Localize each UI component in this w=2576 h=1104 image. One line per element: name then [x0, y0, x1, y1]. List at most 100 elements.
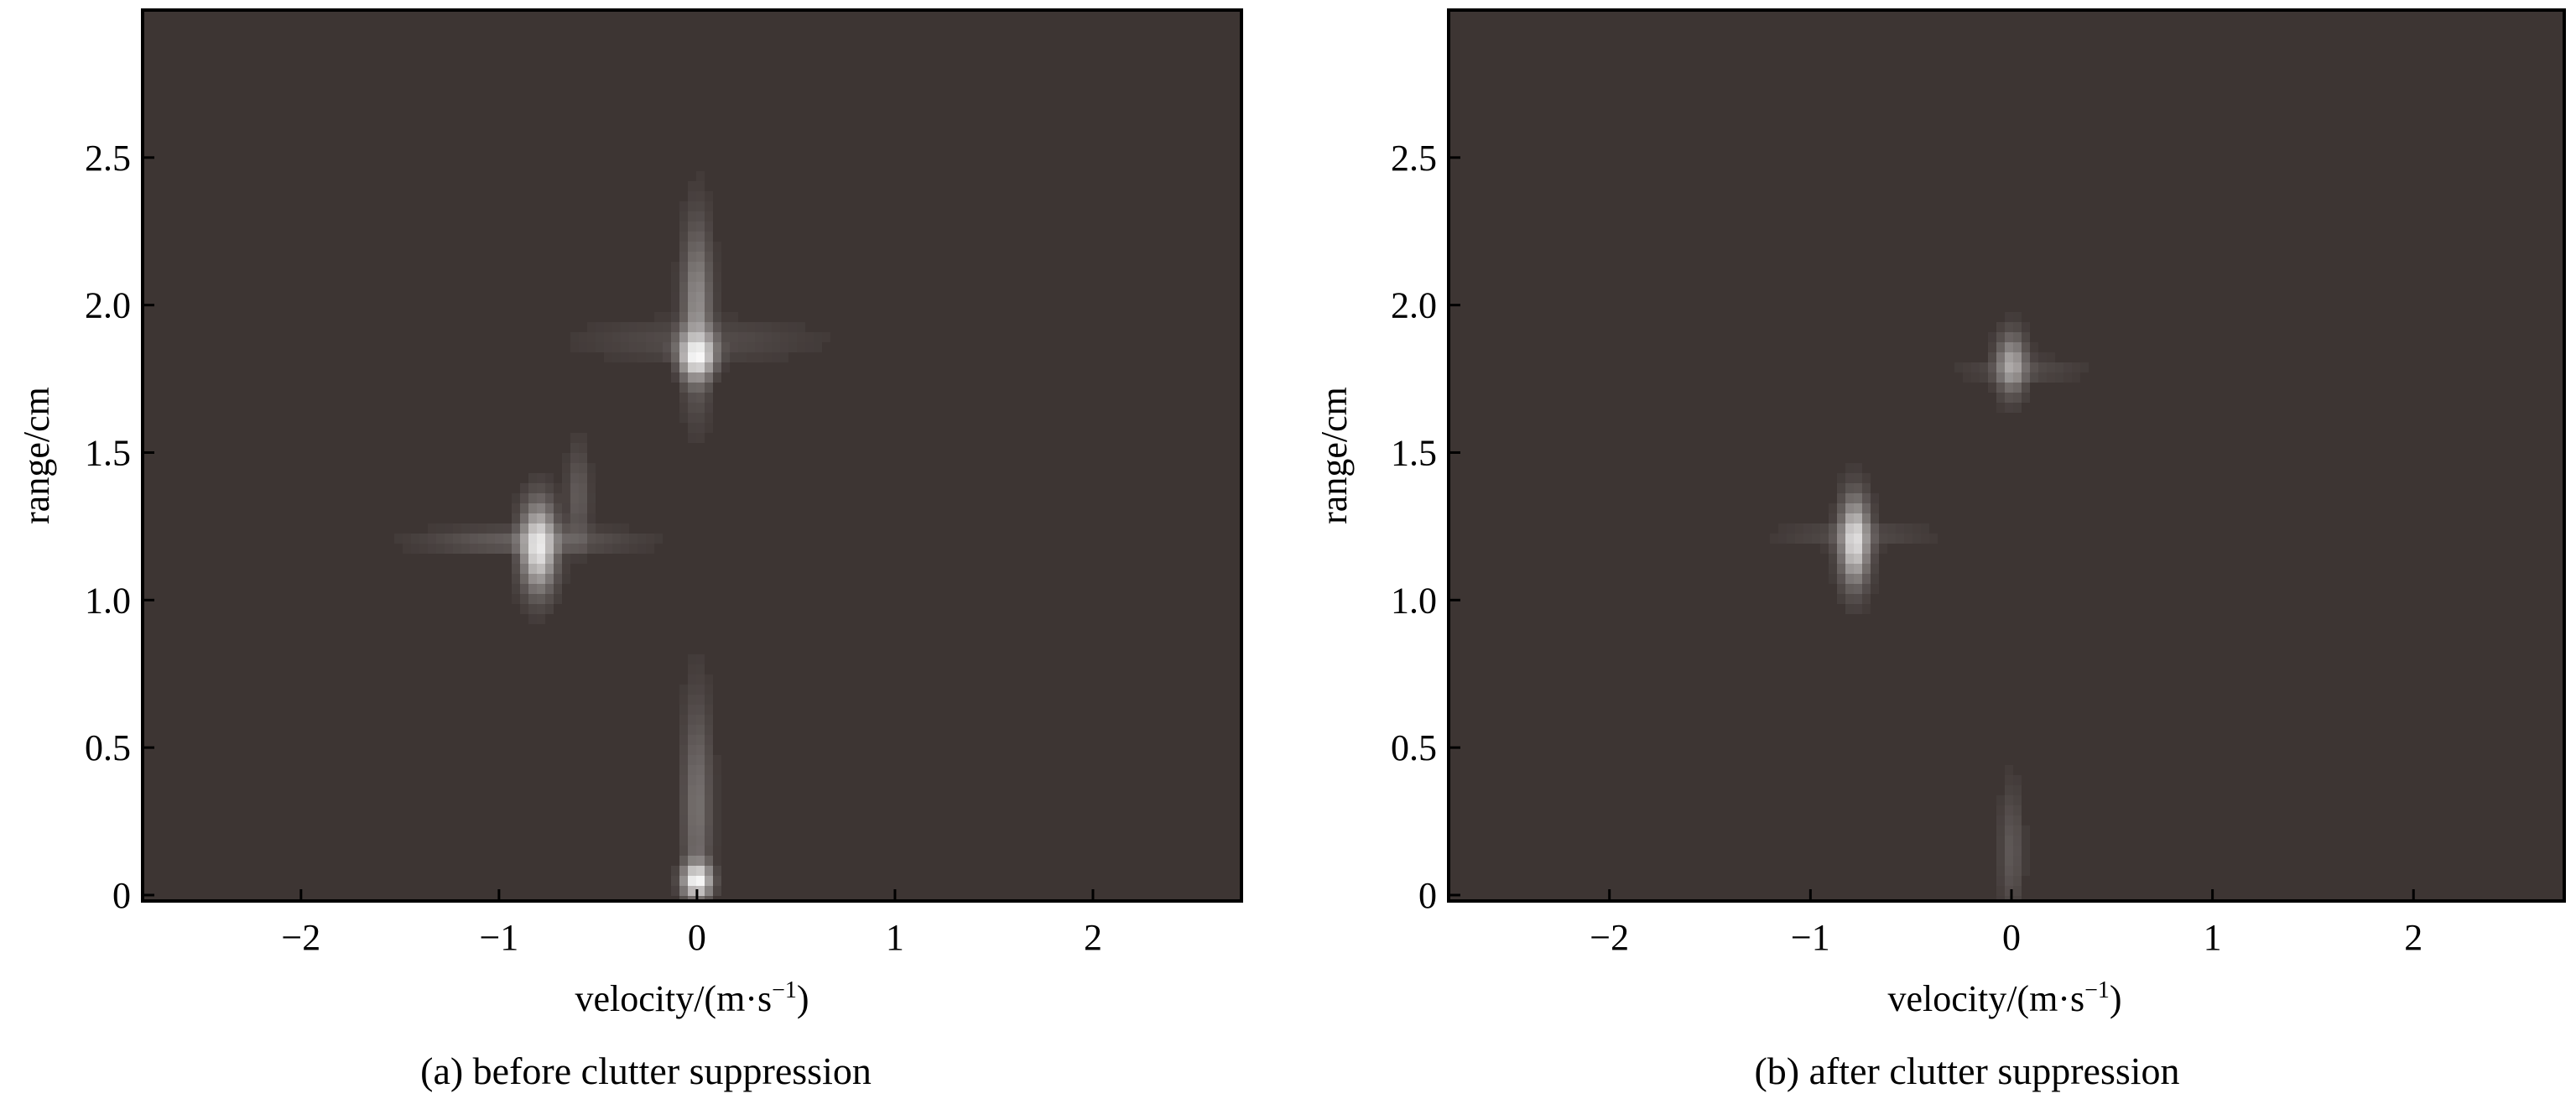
heat-cell	[579, 503, 587, 513]
y-tick-label: 2.5	[1391, 138, 1437, 179]
heat-cell	[646, 352, 654, 362]
heat-cell	[570, 523, 579, 534]
heat-cell	[419, 534, 428, 544]
heat-cell	[537, 534, 545, 544]
heat-cell	[520, 483, 528, 493]
heat-cell	[780, 332, 788, 342]
heat-cell	[528, 534, 537, 544]
y-axis-label: range/cm	[16, 387, 57, 524]
heat-cell	[612, 523, 621, 534]
heat-cell	[688, 815, 696, 825]
heat-cell	[696, 866, 705, 876]
heat-cell	[596, 523, 604, 534]
heat-cell	[1996, 815, 2005, 825]
heat-cell	[562, 564, 570, 574]
heat-cell	[419, 544, 428, 554]
heat-cell	[554, 493, 562, 503]
heat-cell	[629, 352, 637, 362]
heat-cell	[788, 332, 797, 342]
heat-cell	[570, 332, 579, 342]
heat-cell	[1845, 473, 1854, 483]
heat-cell	[587, 534, 596, 544]
heat-cell	[688, 805, 696, 815]
heat-cell	[1862, 604, 1871, 614]
heat-cell	[696, 332, 705, 342]
y-tick-label: 0	[1418, 875, 1437, 916]
heat-cell	[705, 805, 713, 815]
heat-cell	[721, 352, 730, 362]
heat-cell	[688, 886, 696, 896]
heat-cell	[596, 544, 604, 554]
heat-cell	[1988, 362, 1996, 372]
heat-cell	[461, 523, 470, 534]
heat-cell	[646, 544, 654, 554]
heat-cell	[679, 765, 688, 775]
heat-cell	[705, 211, 713, 221]
heat-cell	[1829, 564, 1837, 574]
heat-cell	[705, 685, 713, 695]
heat-cell	[562, 534, 570, 544]
x-tick-label: −1	[479, 917, 518, 958]
heat-cell	[705, 262, 713, 272]
heat-cell	[730, 312, 738, 322]
heat-cell	[688, 282, 696, 292]
heat-cell	[1996, 342, 2005, 352]
heat-cell	[713, 312, 721, 322]
heat-cell	[520, 544, 528, 554]
heat-cell	[554, 544, 562, 554]
heat-cell	[688, 866, 696, 876]
heat-cell	[2013, 352, 2022, 362]
heat-cell	[528, 544, 537, 554]
heat-cell	[679, 332, 688, 342]
heat-cell	[679, 725, 688, 735]
heat-cell	[1996, 393, 2005, 403]
heat-cell	[696, 846, 705, 856]
heat-cell	[545, 544, 554, 554]
heat-cell	[520, 503, 528, 513]
heat-cell	[403, 534, 411, 544]
heat-cell	[520, 544, 528, 554]
heat-cell	[688, 191, 696, 201]
heat-cell	[604, 322, 612, 332]
heat-cell	[688, 715, 696, 725]
heat-cell	[562, 544, 570, 554]
heat-cell	[621, 352, 629, 362]
heat-cell	[1996, 362, 2005, 372]
heat-cell	[579, 554, 587, 564]
heat-cell	[579, 534, 587, 544]
heat-cell	[1996, 322, 2005, 332]
heat-cell	[537, 564, 545, 574]
heat-cell	[436, 534, 445, 544]
heat-cell	[453, 523, 461, 534]
heat-cell	[713, 342, 721, 352]
heat-cell	[696, 211, 705, 221]
heat-cell	[696, 342, 705, 352]
heat-cell	[696, 342, 705, 352]
heat-cell	[696, 322, 705, 332]
heat-cell	[688, 312, 696, 322]
x-tick-label: −1	[1791, 917, 1830, 958]
heat-cell	[1996, 836, 2005, 846]
heat-cell	[1829, 523, 1837, 534]
heat-cell	[2013, 836, 2022, 846]
heat-cell	[503, 534, 512, 544]
heat-cell	[679, 403, 688, 413]
heat-cell	[520, 534, 528, 544]
heat-cell	[1845, 513, 1854, 523]
heat-cell	[2005, 362, 2013, 372]
heat-cell	[705, 342, 713, 352]
heat-cell	[688, 825, 696, 836]
heat-cell	[629, 342, 637, 352]
heat-cell	[654, 322, 663, 332]
heat-cell	[2022, 393, 2030, 403]
heat-cell	[705, 352, 713, 362]
heat-cell	[1896, 534, 1904, 544]
y-tick-label: 2.5	[85, 138, 131, 179]
heat-cell	[688, 221, 696, 232]
heat-cell	[713, 272, 721, 282]
heat-cell	[713, 876, 721, 886]
heat-cell	[763, 352, 772, 362]
heat-cell	[2022, 383, 2030, 393]
heat-cell	[587, 523, 596, 534]
heat-cell	[2013, 805, 2022, 815]
